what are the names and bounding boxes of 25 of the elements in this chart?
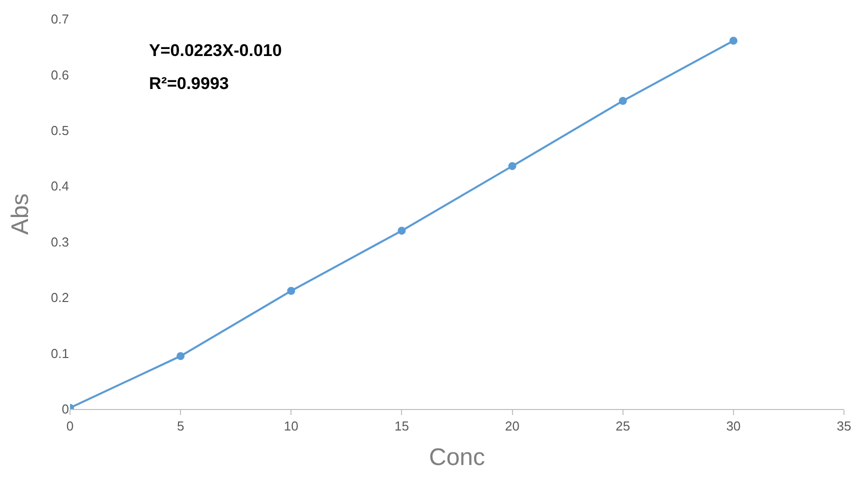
y-tick-label: 0.2	[50, 290, 69, 306]
y-tick-label: 0.5	[50, 122, 69, 138]
y-axis-title: Abs	[7, 193, 34, 235]
x-tick-label: 30	[726, 418, 741, 434]
annotation: R²=0.9993	[149, 74, 229, 93]
y-tick-label: 0.6	[50, 67, 69, 82]
x-tick-label: 25	[616, 418, 630, 434]
point	[508, 162, 516, 170]
x-tick-label: 35	[836, 418, 852, 434]
y-tick-label: 0.7	[50, 12, 69, 27]
y-tick-label: 0.1	[50, 346, 69, 361]
x-tick-label: 20	[505, 418, 520, 434]
y-tick-label: 0.4	[50, 178, 69, 194]
x-tick-label: 10	[284, 418, 298, 434]
y-tick-label: 0.3	[50, 234, 69, 250]
x-axis-title: Conc	[428, 444, 486, 471]
point	[398, 226, 406, 235]
point	[176, 352, 185, 360]
y-tick-label: 0	[62, 402, 69, 417]
point	[729, 36, 738, 45]
x-tick-label: 15	[394, 418, 409, 434]
point	[287, 286, 296, 295]
annotation: Y=0.0223X-0.010	[149, 41, 282, 60]
point	[618, 96, 627, 105]
x-tick-label: 5	[176, 418, 184, 434]
